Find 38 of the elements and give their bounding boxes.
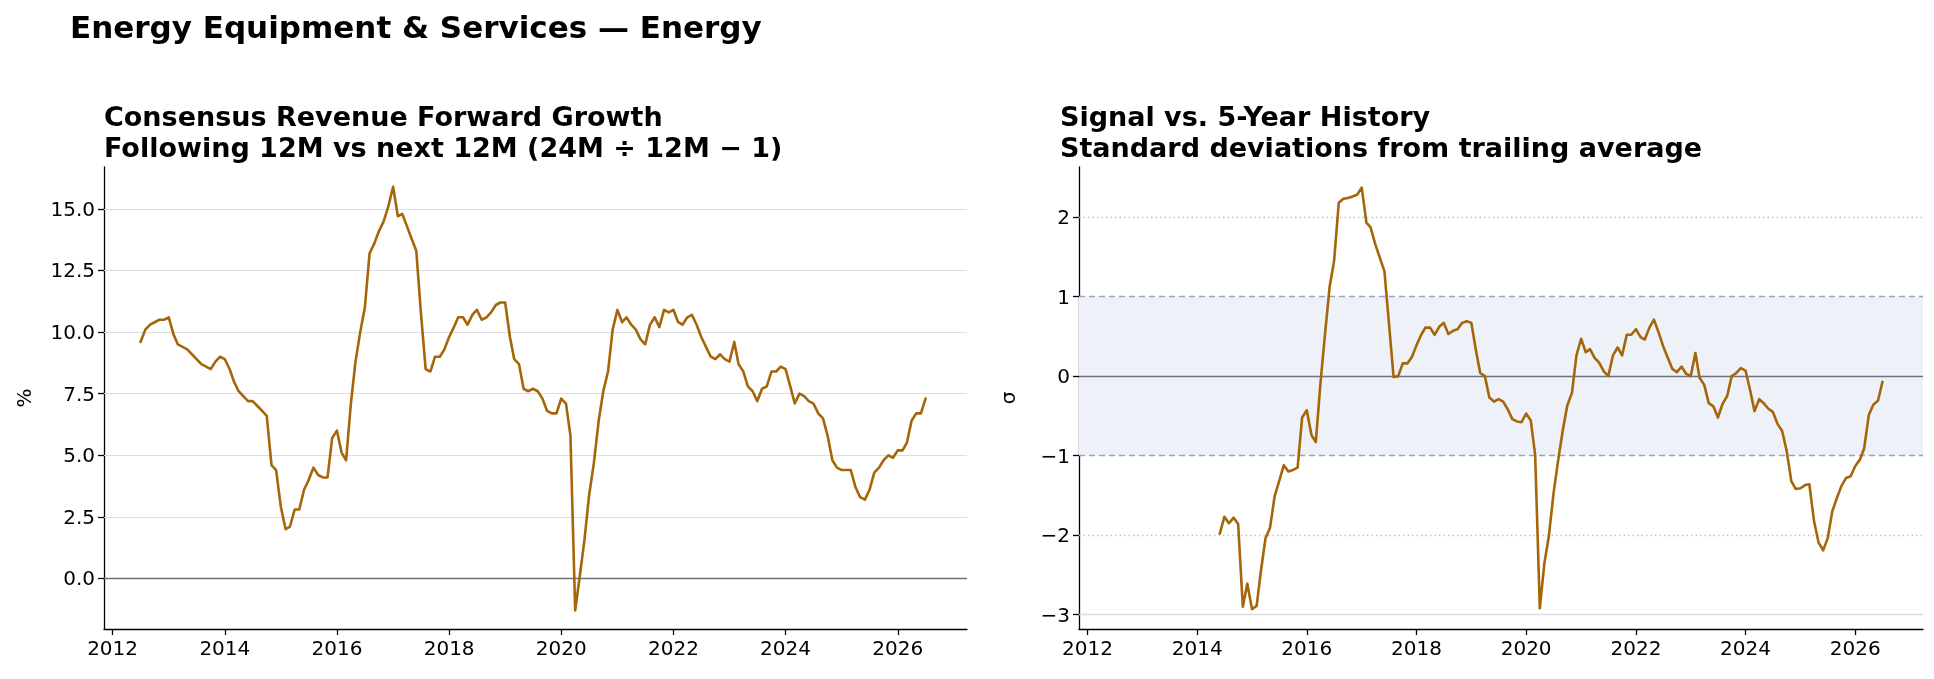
- x-tick-label: 2014: [199, 636, 251, 660]
- chart-title: Consensus Revenue Forward Growth: [104, 101, 663, 132]
- y-tick-label: 5.0: [63, 443, 95, 468]
- x-tick-label: 2022: [647, 636, 699, 660]
- chart-title: Signal vs. 5-Year History: [1060, 101, 1431, 132]
- y-tick-label: 10.0: [50, 320, 95, 345]
- y-tick-label: 12.5: [50, 258, 95, 283]
- x-tick-label: 2016: [1281, 636, 1333, 660]
- x-tick-label: 2024: [760, 636, 811, 660]
- x-tick-label: 2018: [423, 636, 475, 660]
- x-tick-label: 2012: [1061, 636, 1113, 660]
- x-tick-label: 2022: [1610, 636, 1662, 660]
- y-tick-label: −2: [1040, 523, 1070, 548]
- chart-subtitle: Standard deviations from trailing average: [1060, 132, 1703, 163]
- x-tick-label: 2026: [1829, 636, 1881, 660]
- x-tick-label: 2026: [872, 636, 924, 660]
- line-series: [1218, 186, 1884, 611]
- x-tick-label: 2014: [1171, 636, 1223, 660]
- x-tick-label: 2016: [311, 636, 363, 660]
- x-tick-label: 2012: [87, 636, 139, 660]
- x-tick-label: 2020: [535, 636, 587, 660]
- y-tick-label: 2: [1057, 205, 1070, 230]
- y-tick-label: 0.0: [63, 566, 95, 591]
- y-tick-label: −3: [1040, 602, 1070, 627]
- y-tick-label: 15.0: [50, 196, 95, 221]
- y-tick-label: −1: [1040, 443, 1070, 468]
- x-tick-label: 2018: [1391, 636, 1442, 660]
- x-tick-label: 2020: [1500, 636, 1552, 660]
- y-tick-label: 0: [1057, 364, 1070, 389]
- y-tick-label: 7.5: [63, 381, 95, 406]
- chart-subtitle: Following 12M vs next 12M (24M ÷ 12M − 1): [104, 132, 783, 163]
- y-axis-title: σ: [996, 391, 1020, 405]
- line-series: [139, 185, 927, 612]
- y-tick-label: 2.5: [63, 504, 95, 529]
- y-axis-title: %: [12, 388, 36, 408]
- text: Energy Equipment & Services — Energy: [70, 8, 762, 46]
- x-tick-label: 2024: [1720, 636, 1771, 660]
- y-tick-label: 1: [1057, 284, 1070, 309]
